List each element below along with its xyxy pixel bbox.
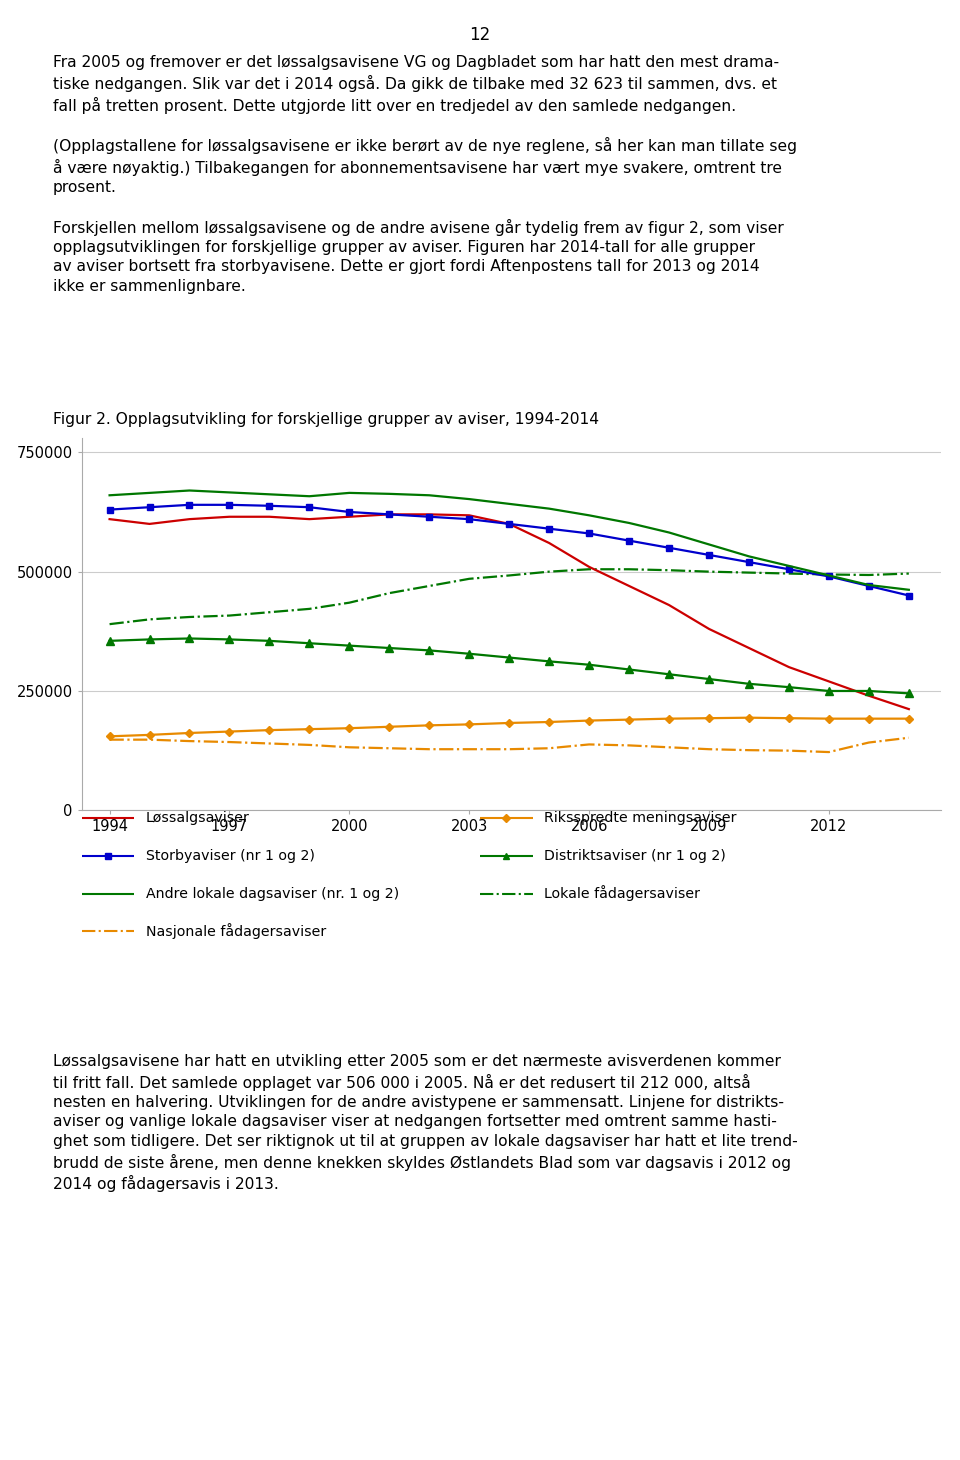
Text: Figur 2. Opplagsutvikling for forskjellige grupper av aviser, 1994-2014: Figur 2. Opplagsutvikling for forskjelli… [53, 412, 599, 426]
Text: Riksspredte meningsaviser: Riksspredte meningsaviser [544, 810, 737, 825]
Text: Distriktsaviser (nr 1 og 2): Distriktsaviser (nr 1 og 2) [544, 848, 726, 863]
Text: Nasjonale fådagersaviser: Nasjonale fådagersaviser [146, 924, 326, 939]
Text: Løssalgsaviser: Løssalgsaviser [146, 810, 250, 825]
Text: Fra 2005 og fremover er det løssalgsavisene VG og Dagbladet som har hatt den mes: Fra 2005 og fremover er det løssalgsavis… [53, 55, 779, 114]
Text: 12: 12 [469, 26, 491, 44]
Text: (Opplagstallene for løssalgsavisene er ikke berørt av de nye reglene, så her kan: (Opplagstallene for løssalgsavisene er i… [53, 137, 797, 196]
Text: Lokale fådagersaviser: Lokale fådagersaviser [544, 886, 701, 901]
Text: Storbyaviser (nr 1 og 2): Storbyaviser (nr 1 og 2) [146, 848, 315, 863]
Text: Andre lokale dagsaviser (nr. 1 og 2): Andre lokale dagsaviser (nr. 1 og 2) [146, 886, 399, 901]
Text: Løssalgsavisene har hatt en utvikling etter 2005 som er det nærmeste avisverdene: Løssalgsavisene har hatt en utvikling et… [53, 1054, 798, 1193]
Text: Forskjellen mellom løssalgsavisene og de andre avisene går tydelig frem av figur: Forskjellen mellom løssalgsavisene og de… [53, 219, 783, 293]
